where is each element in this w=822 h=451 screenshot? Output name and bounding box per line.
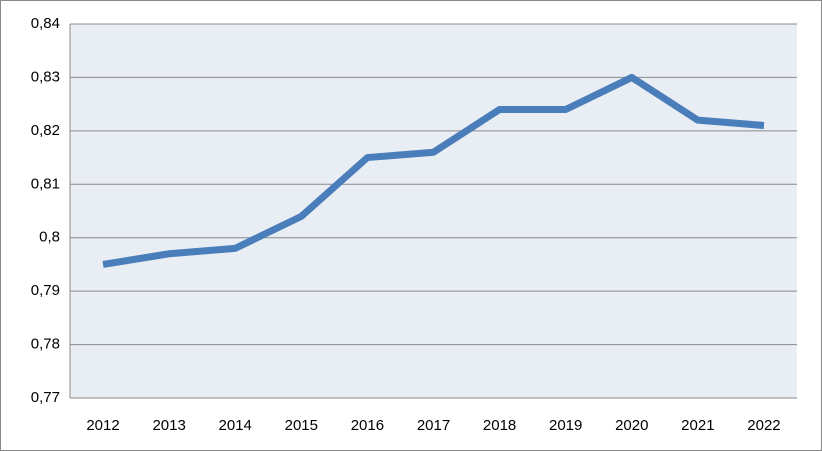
x-tick-label: 2018 [483, 417, 516, 434]
x-tick-label: 2016 [351, 417, 384, 434]
x-tick-label: 2017 [417, 417, 450, 434]
x-tick-label: 2014 [219, 417, 252, 434]
x-tick-label: 2019 [549, 417, 582, 434]
y-tick-label: 0,82 [31, 122, 60, 139]
x-tick-label: 2013 [152, 417, 185, 434]
plot-area [70, 24, 797, 398]
data-line [102, 73, 765, 268]
y-tick-label: 0,84 [31, 15, 60, 32]
y-tick-label: 0,79 [31, 282, 60, 299]
x-tick-label: 2012 [86, 417, 119, 434]
y-tick-label: 0,8 [39, 229, 60, 246]
y-tick-label: 0,81 [31, 175, 60, 192]
x-tick-label: 2020 [615, 417, 648, 434]
y-tick-label: 0,78 [31, 336, 60, 353]
x-tick-label: 2022 [747, 417, 780, 434]
y-tick-label: 0,83 [31, 68, 60, 85]
x-tick-label: 2015 [285, 417, 318, 434]
x-tick-label: 2021 [681, 417, 714, 434]
y-tick-label: 0,77 [31, 389, 60, 406]
